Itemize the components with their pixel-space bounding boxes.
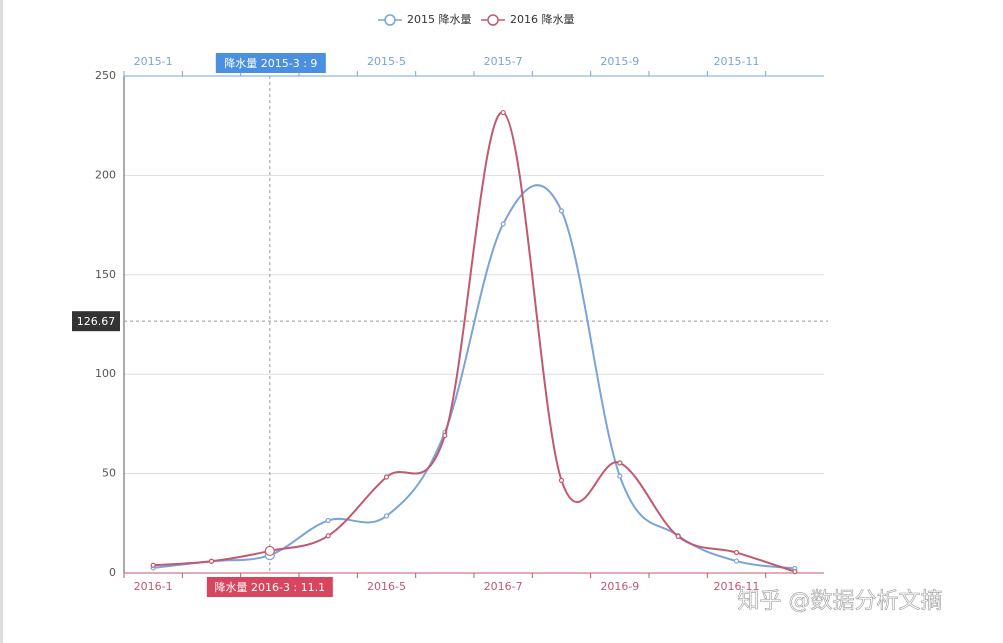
x-tick-label: 2015-11 xyxy=(714,55,760,68)
series-line xyxy=(153,111,796,573)
pointer-bottom-label-box xyxy=(206,577,333,597)
y-tick-label: 100 xyxy=(95,367,116,380)
y-tick-label: 250 xyxy=(95,69,116,82)
pointer-y-label-box xyxy=(72,311,120,332)
point xyxy=(442,432,448,439)
legend-label: 2015 降水量 xyxy=(407,12,472,26)
point xyxy=(500,221,506,227)
y-tick-label: 0 xyxy=(109,566,116,579)
point xyxy=(617,473,623,479)
y-tick-label: 150 xyxy=(95,268,116,281)
pointer-top-label: 降水量 2015-3 : 9 xyxy=(224,56,317,70)
point xyxy=(558,477,565,483)
x-tick-label: 2016-11 xyxy=(714,580,760,593)
x-tick-label: 2015-5 xyxy=(367,55,406,68)
point xyxy=(325,533,331,539)
point xyxy=(792,569,798,575)
y-tick-label: 50 xyxy=(102,467,116,480)
y-tick-label: 200 xyxy=(95,168,116,181)
point xyxy=(558,208,565,214)
legend-marker xyxy=(487,14,499,26)
x-tick-label: 2016-5 xyxy=(367,580,406,593)
point xyxy=(325,517,331,524)
point xyxy=(733,558,740,564)
point xyxy=(500,109,506,116)
point xyxy=(383,513,390,519)
point xyxy=(617,460,623,466)
x-tick-label: 2016-7 xyxy=(484,580,523,593)
x-tick-label: 2016-1 xyxy=(134,580,173,593)
point xyxy=(383,474,390,480)
pointer-bottom-label: 降水量 2016-3 : 11.1 xyxy=(215,580,326,594)
x-tick-label: 2015-7 xyxy=(484,55,523,68)
x-tick-label: 2016-9 xyxy=(600,580,639,593)
pointer-y-label: 126.67 xyxy=(77,315,116,328)
point xyxy=(264,545,275,557)
legend-marker xyxy=(384,14,396,26)
pointer-top-label-box xyxy=(215,53,326,73)
legend-label: 2016 降水量 xyxy=(510,12,575,26)
point xyxy=(733,549,740,556)
x-tick-label: 2015-1 xyxy=(134,55,173,68)
point xyxy=(150,562,156,568)
point xyxy=(675,533,681,540)
watermark: 知乎 @数据分析文摘 xyxy=(738,589,943,614)
x-tick-label: 2015-9 xyxy=(600,55,639,68)
point xyxy=(208,558,215,564)
